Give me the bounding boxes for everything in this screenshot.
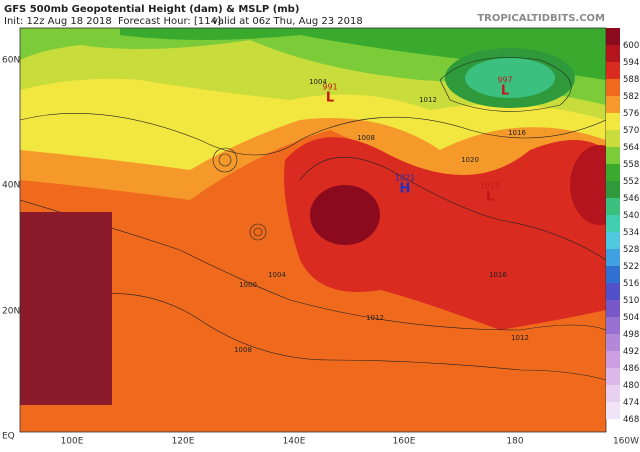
isobar-label: 1008	[357, 134, 375, 142]
colorbar-swatch	[606, 351, 620, 368]
lat-label: 20N	[2, 307, 20, 317]
colorbar-swatch	[606, 215, 620, 232]
contour	[59, 293, 606, 381]
contour	[253, 227, 263, 237]
colorbar-label: 582	[623, 92, 639, 102]
colorbar-label: 570	[623, 126, 639, 136]
isobar-label: 1000	[239, 281, 257, 289]
pressure-symbol: H	[400, 182, 411, 197]
colorbar-label: 588	[623, 75, 639, 85]
colorbar-label: 546	[623, 194, 639, 204]
colorbar-label: 474	[623, 398, 639, 408]
colorbar-label: 480	[623, 381, 639, 391]
shade-594	[310, 185, 380, 245]
contour	[20, 113, 606, 156]
colorbar-swatch	[606, 198, 620, 215]
colorbar-swatch	[606, 79, 620, 96]
colorbar-swatch	[606, 147, 620, 164]
isobar-label: 1008	[234, 346, 252, 354]
colorbar-swatch	[606, 368, 620, 385]
isobar-label: 1004	[309, 78, 327, 86]
colorbar-label: 558	[623, 160, 639, 170]
shade-594-east	[570, 145, 606, 225]
forecast-hour: Forecast Hour: [114]	[118, 16, 221, 27]
colorbar-label: 486	[623, 364, 639, 374]
masked-region	[20, 212, 112, 405]
colorbar-swatch	[606, 402, 620, 419]
lat-label: 60N	[2, 56, 20, 66]
contour	[249, 223, 267, 241]
isobar-label: 1004	[268, 271, 286, 279]
colorbar-swatch	[606, 232, 620, 249]
shade-552	[120, 28, 606, 80]
title: GFS 500mb Geopotential Height (dam) & MS…	[4, 4, 299, 15]
colorbar-swatch	[606, 181, 620, 198]
site: TROPICALTIDBITS.COM	[477, 13, 605, 24]
contour	[299, 156, 606, 261]
isobar-label: 1012	[511, 334, 529, 342]
colorbar-label: 522	[623, 262, 639, 272]
colorbar-swatch	[606, 130, 620, 147]
colorbar-label: 528	[623, 245, 639, 255]
colorbar-swatch	[606, 96, 620, 113]
pressure-value: 1021	[395, 174, 415, 183]
colorbar-label: 540	[623, 211, 639, 221]
shade-588	[284, 137, 606, 330]
colorbar-label: 516	[623, 279, 639, 289]
lon-label: 160E	[393, 437, 416, 447]
contour	[212, 147, 238, 173]
pressure-value: 991	[322, 83, 337, 92]
init: Init: 12z Aug 18 2018	[4, 16, 112, 27]
colorbar-label: 576	[623, 109, 639, 119]
colorbar-swatch	[606, 45, 620, 62]
lon-label: 100E	[61, 437, 84, 447]
isobar-label: 1016	[508, 129, 526, 137]
isobar-label: 1012	[366, 314, 384, 322]
shade-540	[465, 58, 555, 98]
colorbar-label: 534	[623, 228, 639, 238]
valid-time: valid at 06z Thu, Aug 23 2018	[212, 16, 363, 27]
colorbar-swatch	[606, 113, 620, 130]
pressure-value: 997	[497, 76, 512, 85]
pressure-value: 1010	[480, 182, 500, 191]
contour	[218, 153, 232, 167]
isobar-label: 1016	[489, 271, 507, 279]
colorbar-label: 492	[623, 347, 639, 357]
map-area	[19, 27, 607, 433]
colorbar-label: 594	[623, 58, 639, 68]
colorbar-label: 498	[623, 330, 639, 340]
isobar-label: 1020	[461, 156, 479, 164]
colorbar-label: 552	[623, 177, 639, 187]
colorbar-label: 510	[623, 296, 639, 306]
pressure-symbol: L	[326, 91, 334, 106]
colorbar-label: 468	[623, 415, 639, 425]
pressure-symbol: L	[486, 190, 494, 205]
isobar-label: 1012	[419, 96, 437, 104]
contour	[439, 57, 572, 112]
colorbar-label: 600	[623, 41, 639, 51]
contour	[20, 199, 606, 331]
colorbar-swatch	[606, 385, 620, 402]
lon-label: 140E	[283, 437, 306, 447]
colorbar-swatch	[606, 62, 620, 79]
colorbar-swatch	[606, 300, 620, 317]
colorbar-swatch	[606, 249, 620, 266]
lat-label: EQ	[2, 432, 15, 442]
lon-label: 120E	[172, 437, 195, 447]
pressure-symbol: L	[501, 84, 509, 99]
colorbar-label: 504	[623, 313, 639, 323]
colorbar-swatch	[606, 334, 620, 351]
colorbar-swatch	[606, 283, 620, 300]
colorbar-swatch	[606, 317, 620, 334]
colorbar-swatch	[606, 164, 620, 181]
colorbar-swatch	[606, 28, 620, 45]
lon-label: 180	[506, 437, 523, 447]
lon-label: 160W	[613, 437, 639, 447]
colorbar-swatch	[606, 266, 620, 283]
colorbar-label: 564	[623, 143, 639, 153]
lat-label: 40N	[2, 181, 20, 191]
